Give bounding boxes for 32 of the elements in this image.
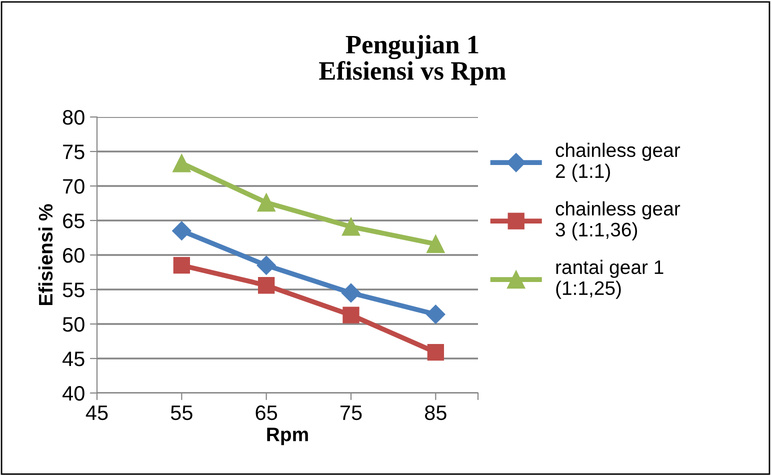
- y-tick-label: 55: [62, 282, 84, 298]
- point: [426, 234, 445, 253]
- legend-label: chainless gear 3 (1:1,36): [556, 201, 680, 240]
- point: [426, 304, 446, 324]
- point: [427, 344, 444, 361]
- chart-title: Pengujian 1 Efisiensi vs Rpm: [319, 35, 506, 86]
- point: [173, 257, 190, 274]
- y-tick-label: 60: [63, 248, 84, 263]
- point: [342, 306, 360, 324]
- point: [172, 221, 192, 240]
- point: [342, 218, 360, 236]
- x-tick-label: 85: [424, 405, 446, 420]
- legend-label: rantai gear 1 (1:1,25): [556, 260, 664, 299]
- y-tick-label: 50: [62, 317, 84, 332]
- point: [257, 194, 276, 212]
- point: [341, 283, 361, 302]
- x-axis-title: Rpm: [267, 428, 308, 446]
- point: [172, 154, 191, 172]
- point: [258, 277, 275, 294]
- x-tick-label: 55: [170, 406, 192, 420]
- x-tick-label: 75: [340, 406, 362, 420]
- point: [256, 256, 276, 275]
- x-tick-label: 45: [86, 406, 108, 420]
- x-tick-label: 65: [256, 405, 278, 420]
- y-tick-label: 75: [63, 144, 84, 160]
- y-tick-label: 65: [63, 214, 84, 228]
- y-tick-label: 40: [62, 386, 84, 401]
- y-tick-label: 80: [62, 110, 84, 125]
- legend-label: chainless gear 2 (1:1): [556, 142, 680, 182]
- y-tick-label: 70: [63, 179, 84, 194]
- y-axis-title: Efisiensi %: [38, 204, 53, 306]
- y-tick-label: 45: [62, 352, 84, 366]
